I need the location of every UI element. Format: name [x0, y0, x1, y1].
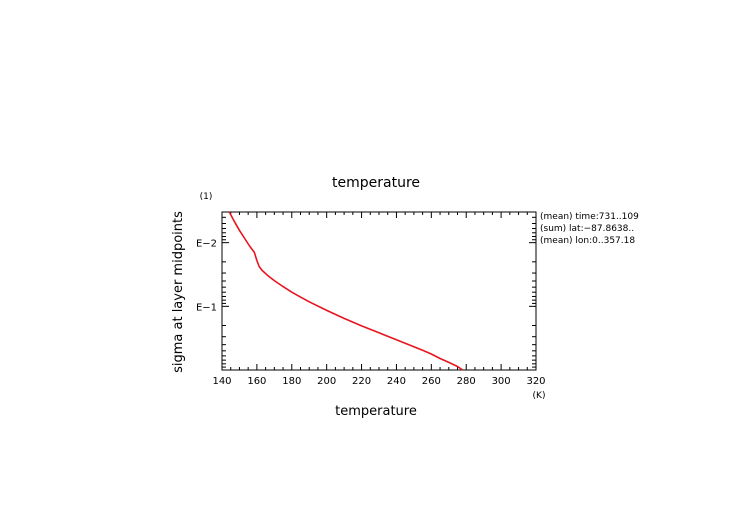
plot-border: [221, 211, 537, 371]
series-layer: [228, 211, 464, 371]
x-axis-title: temperature: [335, 404, 417, 419]
x-tick-label: 260: [422, 376, 441, 387]
chart-title: temperature: [332, 175, 420, 191]
y-tick-label: E−2: [196, 239, 217, 250]
y-axis: E−2 E−1: [196, 216, 536, 368]
annotation-line: (mean) time:731..109: [540, 212, 639, 222]
x-tick-label: 140: [212, 376, 231, 387]
x-tick-label: 200: [317, 376, 336, 387]
x-tick-label: 180: [282, 376, 301, 387]
annotation-line: (sum) lat:−87.8638..: [540, 224, 634, 234]
x-unit-label: (K): [533, 391, 546, 401]
y-tick-label: E−1: [196, 302, 217, 313]
series-line: [228, 211, 464, 371]
x-tick-label: 320: [526, 376, 545, 387]
x-tick-label: 160: [247, 376, 266, 387]
x-tick-label: 240: [387, 376, 406, 387]
x-tick-label: 220: [352, 376, 371, 387]
x-tick-label: 300: [492, 376, 511, 387]
y-axis-title: sigma at layer midpoints: [171, 211, 186, 373]
x-axis: 140 160 180 200 220 240 260 280 300 320: [212, 212, 546, 387]
y-unit-label: (1): [200, 192, 213, 202]
x-tick-label: 280: [457, 376, 476, 387]
annotations: (mean) time:731..109 (sum) lat:−87.8638..…: [540, 212, 639, 246]
annotation-line: (mean) lon:0..357.18: [540, 236, 635, 246]
plot-frame: [221, 211, 537, 371]
